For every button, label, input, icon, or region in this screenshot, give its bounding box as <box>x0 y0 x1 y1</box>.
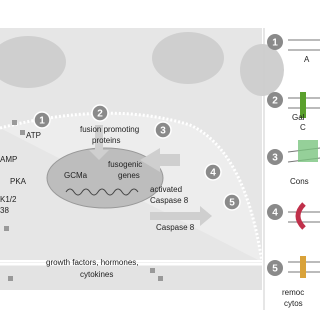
arrow <box>150 206 212 226</box>
label: fusogenic <box>108 160 142 169</box>
label: ATP <box>26 131 41 140</box>
label: PKA <box>10 177 27 186</box>
label: Caspase 8 <box>156 223 195 232</box>
label: growth factors, hormones, <box>46 258 138 267</box>
outer-space <box>0 262 262 290</box>
inner-nucleus <box>46 147 164 209</box>
step-number: 1 <box>272 38 278 49</box>
label: Gal <box>292 113 305 122</box>
step-number: 2 <box>97 109 103 120</box>
step-number: 3 <box>160 126 166 137</box>
label: fusion promoting <box>80 125 139 134</box>
protein <box>300 256 306 278</box>
protein <box>300 92 306 118</box>
nucleus <box>240 44 284 96</box>
protein <box>295 202 306 230</box>
label: proteins <box>92 136 120 145</box>
nucleus <box>152 32 224 84</box>
label: Cons <box>290 177 309 186</box>
step-number: 5 <box>229 198 235 209</box>
label: 38 <box>0 206 9 215</box>
nucleus <box>0 36 66 88</box>
label: GCMa <box>64 171 88 180</box>
arrow <box>140 148 180 172</box>
label: A <box>304 55 310 64</box>
arrow <box>89 125 109 160</box>
left-steps: 1 2 3 4 5 <box>33 104 241 211</box>
protein <box>298 140 318 162</box>
step-number: 5 <box>272 264 278 275</box>
dna <box>65 188 139 196</box>
label: cytokines <box>80 270 113 279</box>
label: Caspase 8 <box>150 196 189 205</box>
label: C <box>300 123 306 132</box>
label: K1/2 <box>0 195 17 204</box>
step-number: 1 <box>39 116 45 127</box>
label: cytos <box>284 299 303 308</box>
label: AMP <box>0 155 17 164</box>
vesicles <box>4 120 163 281</box>
right-steps: 1 2 3 4 5 <box>267 34 283 276</box>
step-number: 3 <box>272 153 278 164</box>
step-number: 4 <box>272 208 278 219</box>
label: activated <box>150 185 182 194</box>
step-number: 4 <box>210 168 216 179</box>
label: genes <box>118 171 140 180</box>
label: remoc <box>282 288 304 297</box>
step-number: 2 <box>272 96 278 107</box>
